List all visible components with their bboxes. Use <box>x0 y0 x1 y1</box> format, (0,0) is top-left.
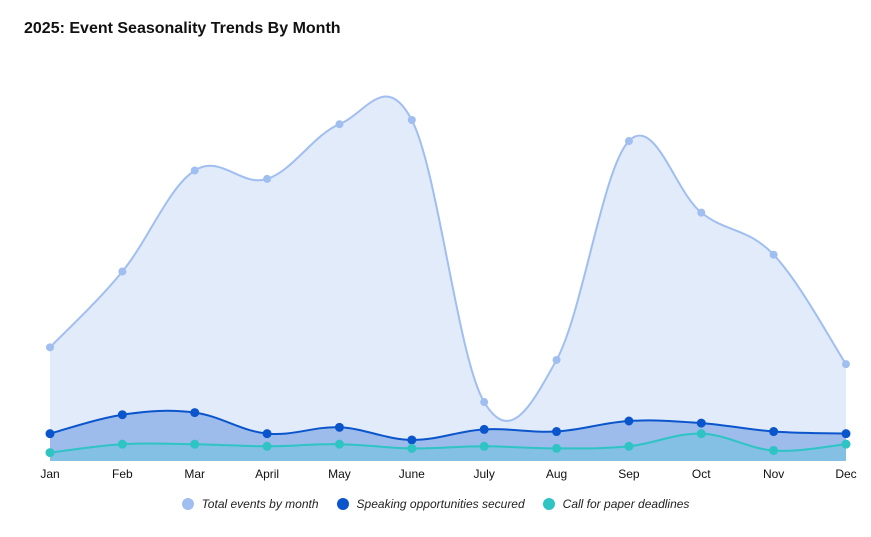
point-call-for-paper-deadlines-april[interactable]: Call for paper deadlines — April: 3.5 <box>262 441 272 451</box>
point-call-for-paper-deadlines-sep[interactable]: Call for paper deadlines — Sep: 3.5 <box>624 441 634 451</box>
point-speaking-opportunities-secured-aug[interactable]: Speaking opportunities secured — Aug: 7 <box>552 427 562 437</box>
point-call-for-paper-deadlines-feb[interactable]: Call for paper deadlines — Feb: 4 <box>117 439 127 449</box>
legend-label: Call for paper deadlines <box>562 497 690 511</box>
point-speaking-opportunities-secured-nov[interactable]: Speaking opportunities secured — Nov: 7 <box>769 427 779 437</box>
x-tick-label: Sep <box>618 467 640 481</box>
point-call-for-paper-deadlines-jan[interactable]: Call for paper deadlines — Jan: 2 <box>45 448 55 458</box>
x-tick-label: June <box>399 467 425 481</box>
point-total-events-by-month-june[interactable]: Total events by month — June: 81 <box>407 115 416 124</box>
legend-swatch-icon <box>336 498 349 510</box>
point-speaking-opportunities-secured-oct[interactable]: Speaking opportunities secured — Oct: 9 <box>696 418 706 428</box>
point-call-for-paper-deadlines-nov[interactable]: Call for paper deadlines — Nov: 2.5 <box>769 445 779 455</box>
point-total-events-by-month-april[interactable]: Total events by month — April: 67 <box>263 174 272 183</box>
point-speaking-opportunities-secured-feb[interactable]: Speaking opportunities secured — Feb: 11 <box>117 410 127 420</box>
point-total-events-by-month-may[interactable]: Total events by month — May: 80 <box>335 120 344 129</box>
series-points: Total events by month — Jan: 27 Total eve… <box>45 115 851 458</box>
point-call-for-paper-deadlines-may[interactable]: Call for paper deadlines — May: 4 <box>334 439 344 449</box>
point-speaking-opportunities-secured-may[interactable]: Speaking opportunities secured — May: 8 <box>334 422 344 432</box>
point-speaking-opportunities-secured-july[interactable]: Speaking opportunities secured — July: 7… <box>479 424 489 434</box>
x-tick-label: Dec <box>835 467 856 481</box>
x-tick-label: July <box>474 467 495 481</box>
legend: Total events by month Speaking opportunit… <box>0 497 871 511</box>
point-speaking-opportunities-secured-dec[interactable]: Speaking opportunities secured — Dec: 6.… <box>841 429 851 439</box>
x-tick-label: May <box>328 467 351 481</box>
point-total-events-by-month-mar[interactable]: Total events by month — Mar: 69 <box>190 166 199 175</box>
point-speaking-opportunities-secured-june[interactable]: Speaking opportunities secured — June: 5 <box>407 435 417 445</box>
point-total-events-by-month-sep[interactable]: Total events by month — Sep: 76 <box>624 137 633 146</box>
point-call-for-paper-deadlines-mar[interactable]: Call for paper deadlines — Mar: 4 <box>190 439 200 449</box>
x-tick-label: Mar <box>184 467 205 481</box>
legend-item[interactable]: Total events by month <box>181 497 319 511</box>
x-tick-label: Feb <box>112 467 133 481</box>
point-call-for-paper-deadlines-dec[interactable]: Call for paper deadlines — Dec: 4 <box>841 439 851 449</box>
point-total-events-by-month-jan[interactable]: Total events by month — Jan: 27 <box>46 343 54 352</box>
line-speaking-opportunities-secured <box>49 409 847 441</box>
point-call-for-paper-deadlines-oct[interactable]: Call for paper deadlines — Oct: 6.5 <box>696 429 706 439</box>
x-tick-label: Aug <box>546 467 567 481</box>
x-axis-ticks: Jan Feb Mar April May June July Aug Sep Oct Nov Dec <box>40 467 856 481</box>
point-call-for-paper-deadlines-june[interactable]: Call for paper deadlines — June: 3 <box>407 443 417 453</box>
legend-item[interactable]: Speaking opportunities secured <box>336 497 525 511</box>
x-tick-label: April <box>255 467 279 481</box>
legend-item[interactable]: Call for paper deadlines <box>542 497 690 511</box>
legend-swatch-icon <box>542 498 555 510</box>
point-total-events-by-month-oct[interactable]: Total events by month — Oct: 59 <box>697 208 706 217</box>
point-call-for-paper-deadlines-july[interactable]: Call for paper deadlines — July: 3.5 <box>479 441 489 451</box>
point-speaking-opportunities-secured-jan[interactable]: Speaking opportunities secured — Jan: 6.… <box>45 429 55 439</box>
point-total-events-by-month-aug[interactable]: Total events by month — Aug: 24 <box>552 355 561 364</box>
area-call-for-paper-deadlines <box>50 433 846 461</box>
legend-label: Total events by month <box>201 497 319 511</box>
point-speaking-opportunities-secured-sep[interactable]: Speaking opportunities secured — Sep: 9.… <box>624 416 634 426</box>
point-call-for-paper-deadlines-aug[interactable]: Call for paper deadlines — Aug: 3 <box>552 443 562 453</box>
legend-swatch-icon <box>181 498 194 510</box>
x-tick-label: Jan <box>40 467 59 481</box>
chart-title: 2025: Event Seasonality Trends By Month <box>24 20 341 37</box>
point-speaking-opportunities-secured-mar[interactable]: Speaking opportunities secured — Mar: 11… <box>190 408 200 418</box>
series-areas <box>50 96 846 461</box>
x-tick-label: Oct <box>692 467 711 481</box>
point-total-events-by-month-nov[interactable]: Total events by month — Nov: 49 <box>769 250 778 259</box>
point-total-events-by-month-feb[interactable]: Total events by month — Feb: 45 <box>118 267 127 276</box>
line-call-for-paper-deadlines <box>49 432 847 454</box>
point-total-events-by-month-dec[interactable]: Total events by month — Dec: 23 <box>842 360 850 369</box>
legend-label: Speaking opportunities secured <box>356 497 525 511</box>
x-tick-label: Nov <box>763 467 784 481</box>
point-speaking-opportunities-secured-april[interactable]: Speaking opportunities secured — April: … <box>262 429 272 439</box>
point-total-events-by-month-july[interactable]: Total events by month — July: 14 <box>480 398 489 407</box>
area-total-events-by-month <box>50 96 846 461</box>
